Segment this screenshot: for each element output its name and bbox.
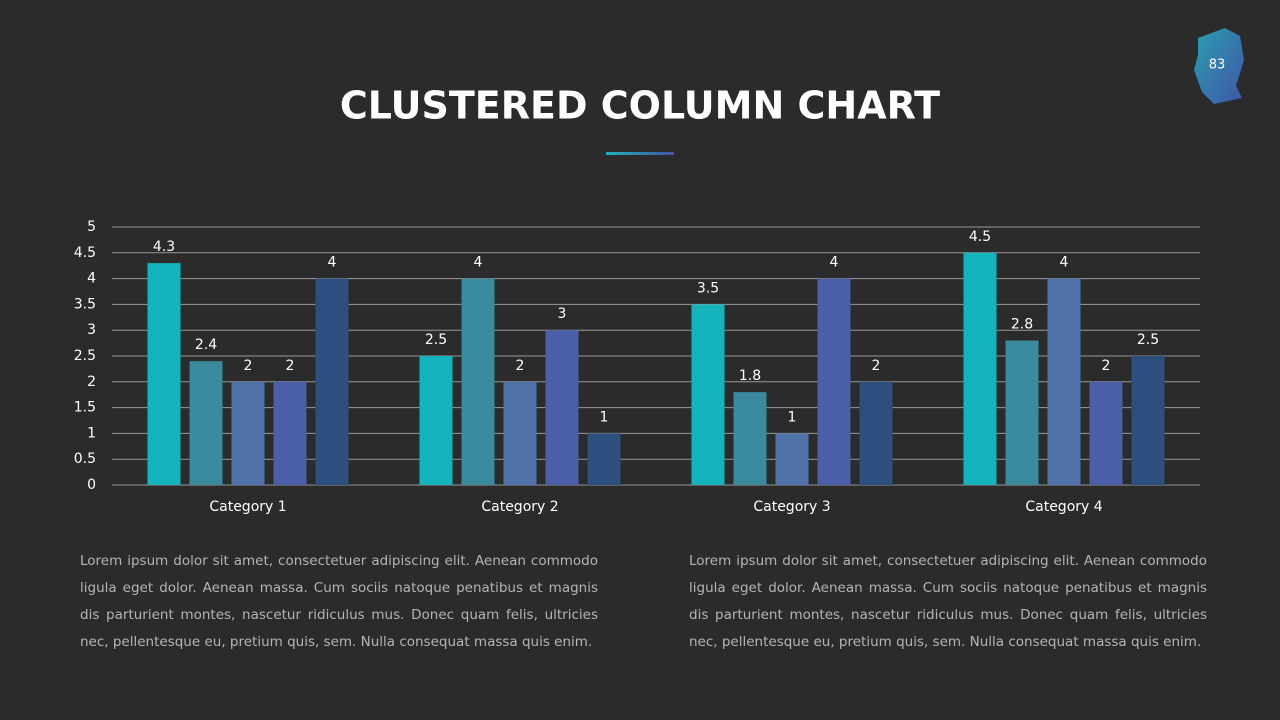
data-label: 2.5 bbox=[1137, 332, 1159, 348]
title-underline bbox=[606, 152, 674, 155]
bar bbox=[1131, 356, 1165, 485]
x-tick-label: Category 1 bbox=[209, 499, 286, 515]
paragraph: Lorem ipsum dolor sit amet, consectetuer… bbox=[80, 553, 598, 650]
bar bbox=[315, 278, 349, 485]
y-tick-label: 4 bbox=[87, 271, 96, 287]
y-tick-label: 0.5 bbox=[74, 451, 96, 467]
bar bbox=[147, 263, 181, 485]
bar bbox=[587, 433, 621, 485]
paragraph: Lorem ipsum dolor sit amet, consectetuer… bbox=[689, 553, 1207, 650]
y-tick-label: 1 bbox=[87, 425, 96, 441]
data-label: 2.5 bbox=[425, 332, 447, 348]
bar bbox=[859, 381, 893, 485]
data-label: 4 bbox=[328, 255, 337, 271]
x-tick-label: Category 4 bbox=[1025, 499, 1102, 515]
data-label: 2 bbox=[286, 358, 295, 374]
data-label: 4 bbox=[830, 255, 839, 271]
bar bbox=[545, 330, 579, 485]
x-tick-label: Category 2 bbox=[481, 499, 558, 515]
bar bbox=[1089, 381, 1123, 485]
bar bbox=[419, 356, 453, 485]
chart: 83 CLUSTERED COLUMN CHART 0 0.5 1 1.5 2 2.5 3 3… bbox=[74, 28, 1244, 515]
y-tick-label: 2 bbox=[87, 374, 96, 390]
y-tick-label: 3.5 bbox=[74, 296, 96, 312]
data-label: 2.8 bbox=[1011, 317, 1033, 333]
bar bbox=[189, 361, 223, 485]
page-number: 83 bbox=[1209, 58, 1226, 73]
bar bbox=[691, 304, 725, 485]
x-tick-label: Category 3 bbox=[753, 499, 830, 515]
chart-title: CLUSTERED COLUMN CHART bbox=[340, 84, 940, 128]
y-tick-label: 4.5 bbox=[74, 245, 96, 261]
data-label: 1 bbox=[788, 409, 797, 425]
bar bbox=[231, 381, 265, 485]
y-tick-label: 1.5 bbox=[74, 400, 96, 416]
data-label: 2 bbox=[244, 358, 253, 374]
bar bbox=[733, 392, 767, 485]
data-label: 3.5 bbox=[697, 280, 719, 296]
y-tick-label: 5 bbox=[87, 219, 96, 235]
data-label: 4.3 bbox=[153, 239, 175, 255]
bar bbox=[1005, 340, 1039, 485]
data-label: 3 bbox=[558, 306, 567, 322]
data-label: 2 bbox=[1102, 358, 1111, 374]
bar bbox=[963, 252, 997, 485]
bar bbox=[775, 433, 809, 485]
bar bbox=[817, 278, 851, 485]
bar bbox=[503, 381, 537, 485]
page-number-badge bbox=[1194, 28, 1244, 104]
data-label: 2 bbox=[872, 358, 881, 374]
data-label: 4 bbox=[1060, 255, 1069, 271]
data-label: 1 bbox=[600, 409, 609, 425]
y-tick-label: 2.5 bbox=[74, 348, 96, 364]
data-label: 2 bbox=[516, 358, 525, 374]
data-label: 4 bbox=[474, 255, 483, 271]
data-label: 4.5 bbox=[969, 229, 991, 245]
bar bbox=[273, 381, 307, 485]
data-label: 1.8 bbox=[739, 368, 761, 384]
y-tick-label: 3 bbox=[87, 322, 96, 338]
y-tick-label: 0 bbox=[87, 477, 96, 493]
data-label: 2.4 bbox=[195, 337, 217, 353]
bar bbox=[1047, 278, 1081, 485]
bar bbox=[461, 278, 495, 485]
